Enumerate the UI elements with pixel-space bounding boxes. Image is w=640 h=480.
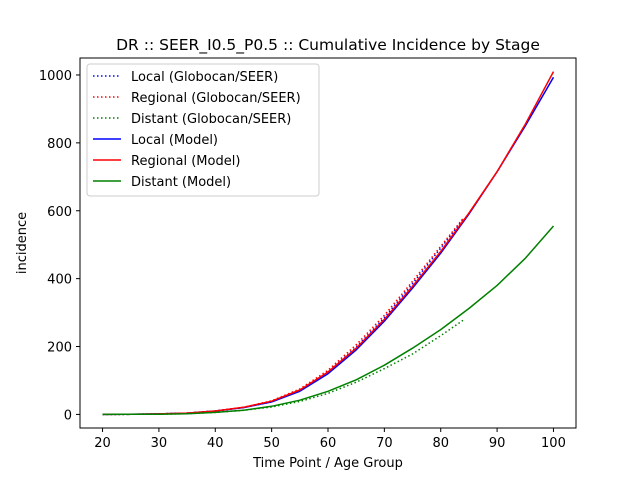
series-line-6 xyxy=(102,225,555,416)
x-tick-label: 40 xyxy=(207,436,224,451)
x-tick-label: 100 xyxy=(541,436,566,451)
legend-box xyxy=(86,63,320,197)
y-tick-label: 1000 xyxy=(39,69,72,84)
y-tick-label: 800 xyxy=(47,137,72,152)
x-axis-label: Time Point / Age Group xyxy=(252,456,403,471)
plot-frame xyxy=(79,57,577,429)
y-tick-label: 0 xyxy=(64,408,72,423)
legend-label: Distant (Globocan/SEER) xyxy=(131,112,291,127)
x-tick-label: 20 xyxy=(94,436,111,451)
y-axis-label: incidence xyxy=(15,212,30,274)
y-tick-label: 200 xyxy=(47,341,72,356)
chart-title: DR :: SEER_I0.5_P0.5 :: Cumulative Incid… xyxy=(116,36,540,55)
legend-label: Distant (Model) xyxy=(131,175,231,190)
legend-label: Regional (Globocan/SEER) xyxy=(131,91,301,106)
y-tick-label: 600 xyxy=(47,205,72,220)
x-tick-label: 70 xyxy=(376,436,393,451)
x-tick-label: 80 xyxy=(432,436,449,451)
x-tick-label: 90 xyxy=(489,436,506,451)
legend-label: Regional (Model) xyxy=(131,154,240,169)
legend-label: Local (Globocan/SEER) xyxy=(131,70,278,85)
y-tick-label: 400 xyxy=(47,273,72,288)
legend-label: Local (Model) xyxy=(131,133,218,148)
legend: Local (Globocan/SEER) Regional (Globocan/… xyxy=(86,63,320,197)
x-tick-label: 30 xyxy=(151,436,168,451)
x-tick-label: 50 xyxy=(263,436,280,451)
x-tick-label: 60 xyxy=(320,436,337,451)
